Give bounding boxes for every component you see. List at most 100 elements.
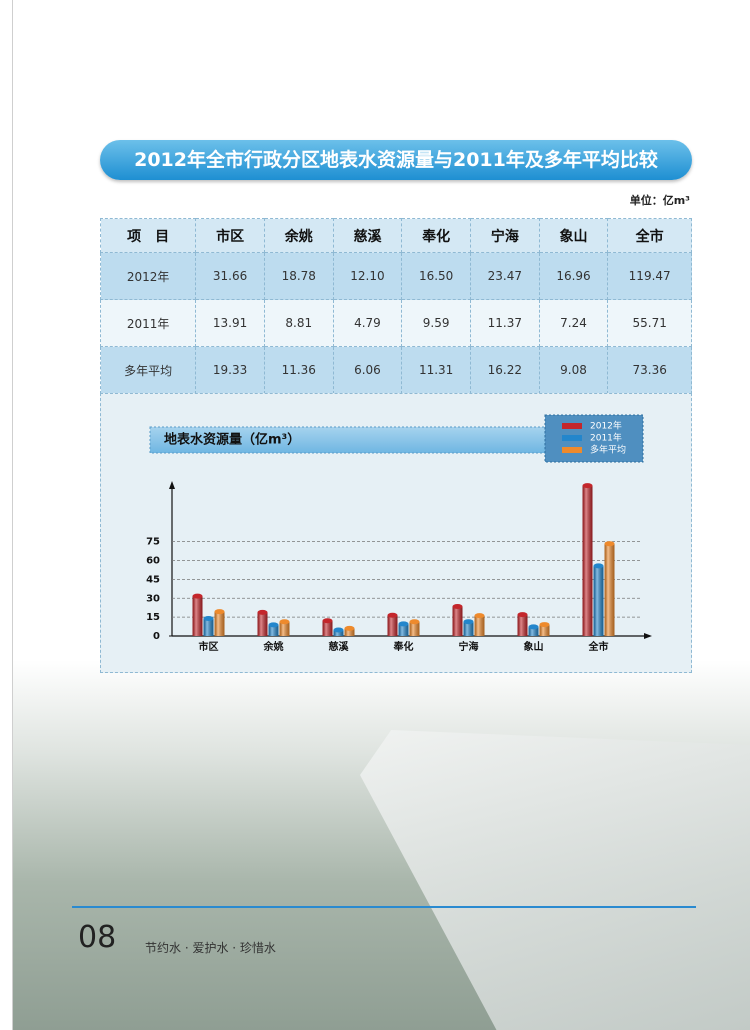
x-tick-label: 宁海 (459, 640, 479, 653)
x-tick-label: 奉化 (393, 640, 414, 653)
bar-shine (268, 624, 279, 636)
bar-shine (528, 626, 539, 636)
bar-cap (387, 612, 398, 618)
bar-cap (604, 541, 615, 547)
y-tick-label: 45 (146, 574, 160, 585)
bar-shine (398, 623, 409, 636)
bar-cap (409, 619, 420, 625)
table-cell: 2012年 (99, 252, 197, 300)
table-row: 多年平均 19.33 11.36 6.06 11.31 16.22 9.08 73.36 (99, 346, 692, 394)
bar-shine (517, 614, 528, 636)
table-cell: 55.71 (607, 299, 692, 347)
table-cell: 4.79 (332, 299, 403, 347)
header-row: 项 目市区 余姚 慈溪 奉化 宁海 象山 全市 (99, 218, 692, 253)
bar-cap (192, 593, 203, 599)
legend-swatch (562, 423, 582, 429)
bar-cap (593, 563, 604, 569)
chart-title: 地表水资源量（亿m³） (164, 432, 300, 448)
table-cell: 11.31 (401, 346, 471, 394)
table-cell: 12.10 (332, 252, 403, 300)
bar-cap (474, 613, 485, 619)
x-tick-label: 象山 (524, 640, 544, 653)
page-edge (12, 0, 13, 1030)
bar-cap (257, 609, 268, 615)
chart: 地表水资源量（亿m³） 0 15 30 45 60 75 市区 余姚 慈溪 奉化 宁海 象山 全市 201… (146, 414, 652, 653)
bar-shine (322, 620, 333, 636)
y-arrow (169, 481, 175, 489)
table-cell: 9.59 (401, 299, 471, 347)
table-cell: 多年平均 (99, 346, 197, 394)
page-number: 08 (78, 920, 117, 955)
bar-shine (463, 621, 474, 636)
table-row: 2011年 13.91 8.81 4.79 9.59 11.37 7.24 55.71 (99, 299, 692, 347)
bar-shine (539, 624, 550, 636)
table-cell: 2011年 (99, 299, 197, 347)
table-cell: 119.47 (607, 252, 692, 300)
table-cell: 16.22 (469, 346, 540, 394)
bar-cap (279, 619, 290, 625)
bar-shine (604, 543, 615, 636)
x-tick-label: 余姚 (263, 640, 284, 653)
bar-shine (409, 621, 420, 636)
title: 2012年全市行政分区地表水资源量与2011年及多年平均比较 (100, 140, 692, 180)
bar-cap (463, 619, 474, 625)
y-tick-label: 15 (146, 612, 160, 623)
header-cell: 象山 (538, 218, 609, 253)
x-tick-label: 全市 (588, 640, 609, 653)
legend-box (544, 414, 644, 463)
legend-swatch (562, 447, 582, 453)
bar-cap (582, 483, 593, 489)
bar-shine (582, 485, 593, 636)
table-cell: 11.37 (469, 299, 540, 347)
legend-swatch (562, 435, 582, 441)
table-cell: 23.47 (469, 252, 540, 300)
legend-label: 多年平均 (590, 444, 626, 456)
header-cell: 奉化 (401, 218, 471, 253)
bar-shine (279, 621, 290, 636)
x-arrow (644, 633, 652, 639)
x-tick-label: 市区 (199, 640, 219, 653)
bar-cap (528, 624, 539, 630)
y-tick-label: 60 (146, 556, 160, 567)
bar-cap (344, 625, 355, 631)
table: 项 目市区 余姚 慈溪 奉化 宁海 象山 全市 2012年 31.66 18.78 12.10 16.… (99, 218, 692, 394)
unit: 单位：亿m³ (629, 194, 690, 207)
bar-shine (474, 615, 485, 636)
bar-cap (203, 615, 214, 621)
bar-cap (333, 627, 344, 633)
bar-shine (257, 612, 268, 636)
bar-shine (192, 596, 203, 636)
table-cell: 8.81 (263, 299, 334, 347)
bar-cap (268, 622, 279, 628)
slogan: 节约水 · 爱护水 · 珍惜水 (145, 941, 276, 955)
table-cell: 9.08 (538, 346, 609, 394)
table-cell: 19.33 (195, 346, 265, 394)
header-cell: 余姚 (263, 218, 334, 253)
table-cell: 31.66 (195, 252, 265, 300)
x-tick-label: 慈溪 (329, 640, 350, 653)
y-tick-label: 0 (153, 631, 160, 642)
table-cell: 6.06 (332, 346, 403, 394)
header-cell: 宁海 (469, 218, 540, 253)
table-cell: 13.91 (195, 299, 265, 347)
bar-cap (322, 618, 333, 624)
table-cell: 18.78 (263, 252, 334, 300)
table-cell: 73.36 (607, 346, 692, 394)
bar-cap (214, 609, 225, 615)
header-cell: 慈溪 (332, 218, 403, 253)
y-tick-label: 75 (146, 537, 160, 548)
bar-shine (214, 611, 225, 636)
table-row: 2012年 31.66 18.78 12.10 16.50 23.47 16.96 119.4… (99, 252, 692, 300)
bar-shine (452, 606, 463, 636)
bar-cap (539, 622, 550, 628)
table-cell: 7.24 (538, 299, 609, 347)
legend-label: 2011年 (590, 432, 622, 444)
bar-cap (452, 603, 463, 609)
y-tick-label: 30 (146, 593, 160, 604)
bar-shine (344, 628, 355, 636)
bar-cap (398, 621, 409, 627)
header-cell: 项 目 (99, 218, 197, 253)
footer-rule (72, 906, 696, 908)
bar-shine (387, 615, 398, 636)
